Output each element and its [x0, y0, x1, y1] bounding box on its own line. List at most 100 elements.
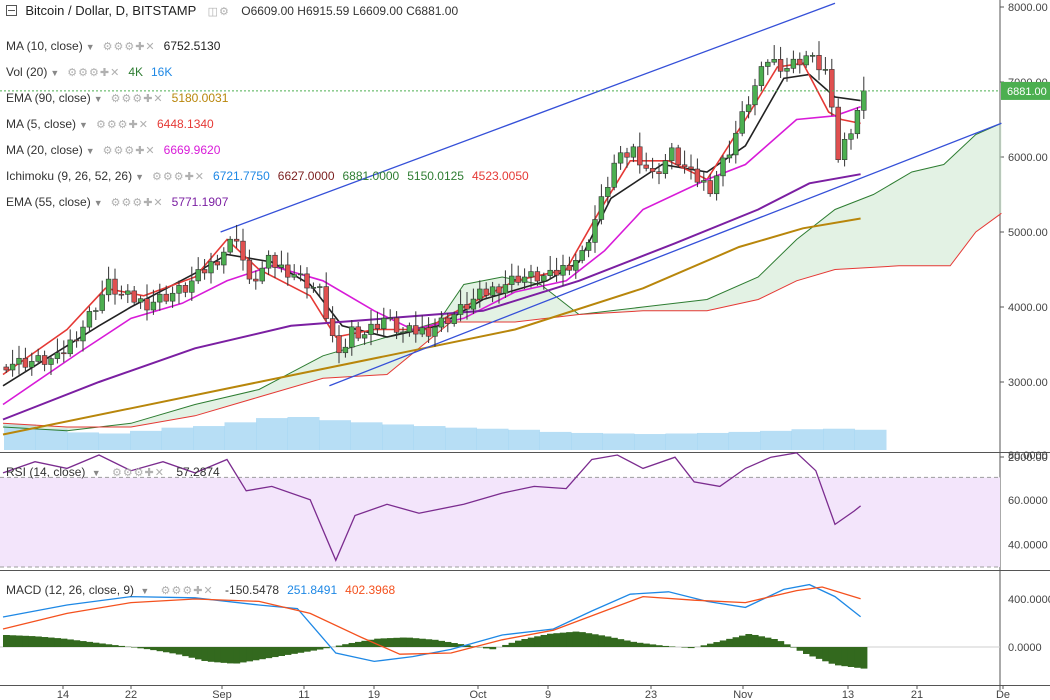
candle-body[interactable]: [848, 133, 854, 140]
candle-body[interactable]: [649, 168, 656, 173]
candle-body[interactable]: [137, 298, 144, 303]
candle-body[interactable]: [169, 292, 176, 302]
candle-body[interactable]: [425, 327, 432, 337]
candle-body[interactable]: [547, 269, 553, 276]
indicator-controls[interactable]: ⚙⚙⚙✚✕: [152, 171, 206, 183]
candle-body[interactable]: [854, 110, 861, 135]
candle-body[interactable]: [822, 69, 829, 71]
candle-body[interactable]: [483, 288, 489, 296]
candle-body[interactable]: [605, 187, 611, 197]
candle-body[interactable]: [560, 264, 566, 276]
candle-body[interactable]: [22, 357, 29, 368]
candle-body[interactable]: [176, 285, 182, 294]
candle-body[interactable]: [451, 314, 457, 324]
candle-body[interactable]: [317, 286, 323, 288]
candle-body[interactable]: [713, 175, 720, 195]
candle-body[interactable]: [195, 269, 201, 282]
candle-body[interactable]: [669, 147, 675, 162]
candle-body[interactable]: [214, 261, 221, 266]
candle-body[interactable]: [329, 318, 336, 336]
candle-body[interactable]: [765, 61, 771, 67]
candle-body[interactable]: [797, 58, 803, 66]
indicator-controls[interactable]: ⚙⚙⚙✚✕: [110, 197, 164, 209]
candle-body[interactable]: [829, 69, 835, 108]
candle-body[interactable]: [701, 180, 707, 183]
candle-body[interactable]: [99, 294, 105, 311]
candle-body[interactable]: [617, 152, 624, 164]
candle-body[interactable]: [656, 171, 662, 174]
candle-body[interactable]: [579, 250, 585, 261]
candle-body[interactable]: [477, 288, 483, 300]
candle-body[interactable]: [304, 273, 310, 289]
candle-body[interactable]: [246, 259, 253, 280]
candle-body[interactable]: [803, 55, 809, 66]
candle-body[interactable]: [227, 238, 233, 253]
candle-body[interactable]: [777, 58, 784, 72]
candle-body[interactable]: [131, 290, 137, 303]
candle-body[interactable]: [221, 251, 227, 266]
candle-body[interactable]: [150, 301, 157, 311]
candle-body[interactable]: [745, 104, 752, 112]
candle-body[interactable]: [861, 90, 867, 111]
candle-body[interactable]: [521, 276, 528, 283]
chevron-down-icon[interactable]: ▼: [93, 198, 103, 208]
candle-body[interactable]: [720, 157, 726, 177]
candle-body[interactable]: [48, 358, 54, 365]
chevron-down-icon[interactable]: ▼: [85, 146, 95, 156]
candle-body[interactable]: [9, 363, 16, 371]
candle-body[interactable]: [457, 304, 464, 315]
candle-body[interactable]: [285, 264, 291, 278]
candle-body[interactable]: [336, 335, 342, 354]
candle-body[interactable]: [41, 355, 48, 365]
candle-body[interactable]: [688, 166, 694, 170]
candle-body[interactable]: [419, 327, 425, 335]
chevron-down-icon[interactable]: ▼: [140, 586, 150, 596]
candle-body[interactable]: [381, 317, 387, 329]
candle-body[interactable]: [189, 280, 195, 293]
candle-body[interactable]: [637, 146, 643, 166]
candle-body[interactable]: [630, 146, 637, 158]
candle-body[interactable]: [611, 162, 617, 188]
candle-body[interactable]: [125, 290, 131, 295]
candle-body[interactable]: [400, 331, 406, 334]
candle-body[interactable]: [259, 267, 265, 282]
chevron-down-icon[interactable]: ▼: [135, 172, 144, 182]
candle-body[interactable]: [157, 293, 163, 303]
candle-body[interactable]: [393, 317, 400, 333]
candle-body[interactable]: [592, 219, 598, 243]
candle-body[interactable]: [54, 352, 61, 359]
candle-body[interactable]: [208, 261, 214, 274]
candle-body[interactable]: [105, 278, 112, 296]
candle-body[interactable]: [515, 275, 521, 283]
candle-body[interactable]: [841, 139, 848, 161]
candle-body[interactable]: [368, 323, 374, 335]
candle-body[interactable]: [816, 55, 822, 71]
candle-body[interactable]: [73, 339, 80, 342]
settings-icons[interactable]: ◫⚙: [207, 6, 230, 18]
candle-body[interactable]: [681, 164, 688, 168]
candle-body[interactable]: [758, 66, 765, 86]
candle-body[interactable]: [553, 269, 560, 276]
candle-body[interactable]: [707, 180, 713, 195]
candle-body[interactable]: [310, 287, 317, 289]
candle-body[interactable]: [771, 58, 777, 63]
candle-body[interactable]: [253, 278, 259, 282]
candle-body[interactable]: [342, 346, 349, 354]
candle-body[interactable]: [509, 275, 515, 285]
candle-body[interactable]: [361, 334, 368, 339]
candle-body[interactable]: [445, 317, 451, 324]
indicator-controls[interactable]: ⚙⚙⚙✚✕: [67, 67, 121, 79]
candle-body[interactable]: [675, 147, 681, 166]
candle-body[interactable]: [470, 298, 477, 310]
candle-body[interactable]: [374, 323, 381, 329]
chevron-down-icon[interactable]: ▼: [91, 468, 101, 478]
candle-body[interactable]: [291, 274, 297, 278]
candle-body[interactable]: [432, 326, 438, 337]
candle-body[interactable]: [182, 285, 189, 293]
channel-lower-line[interactable]: [329, 122, 1002, 387]
candle-body[interactable]: [733, 132, 739, 156]
candle-body[interactable]: [323, 286, 329, 319]
candle-body[interactable]: [541, 275, 547, 282]
candle-body[interactable]: [585, 242, 592, 251]
